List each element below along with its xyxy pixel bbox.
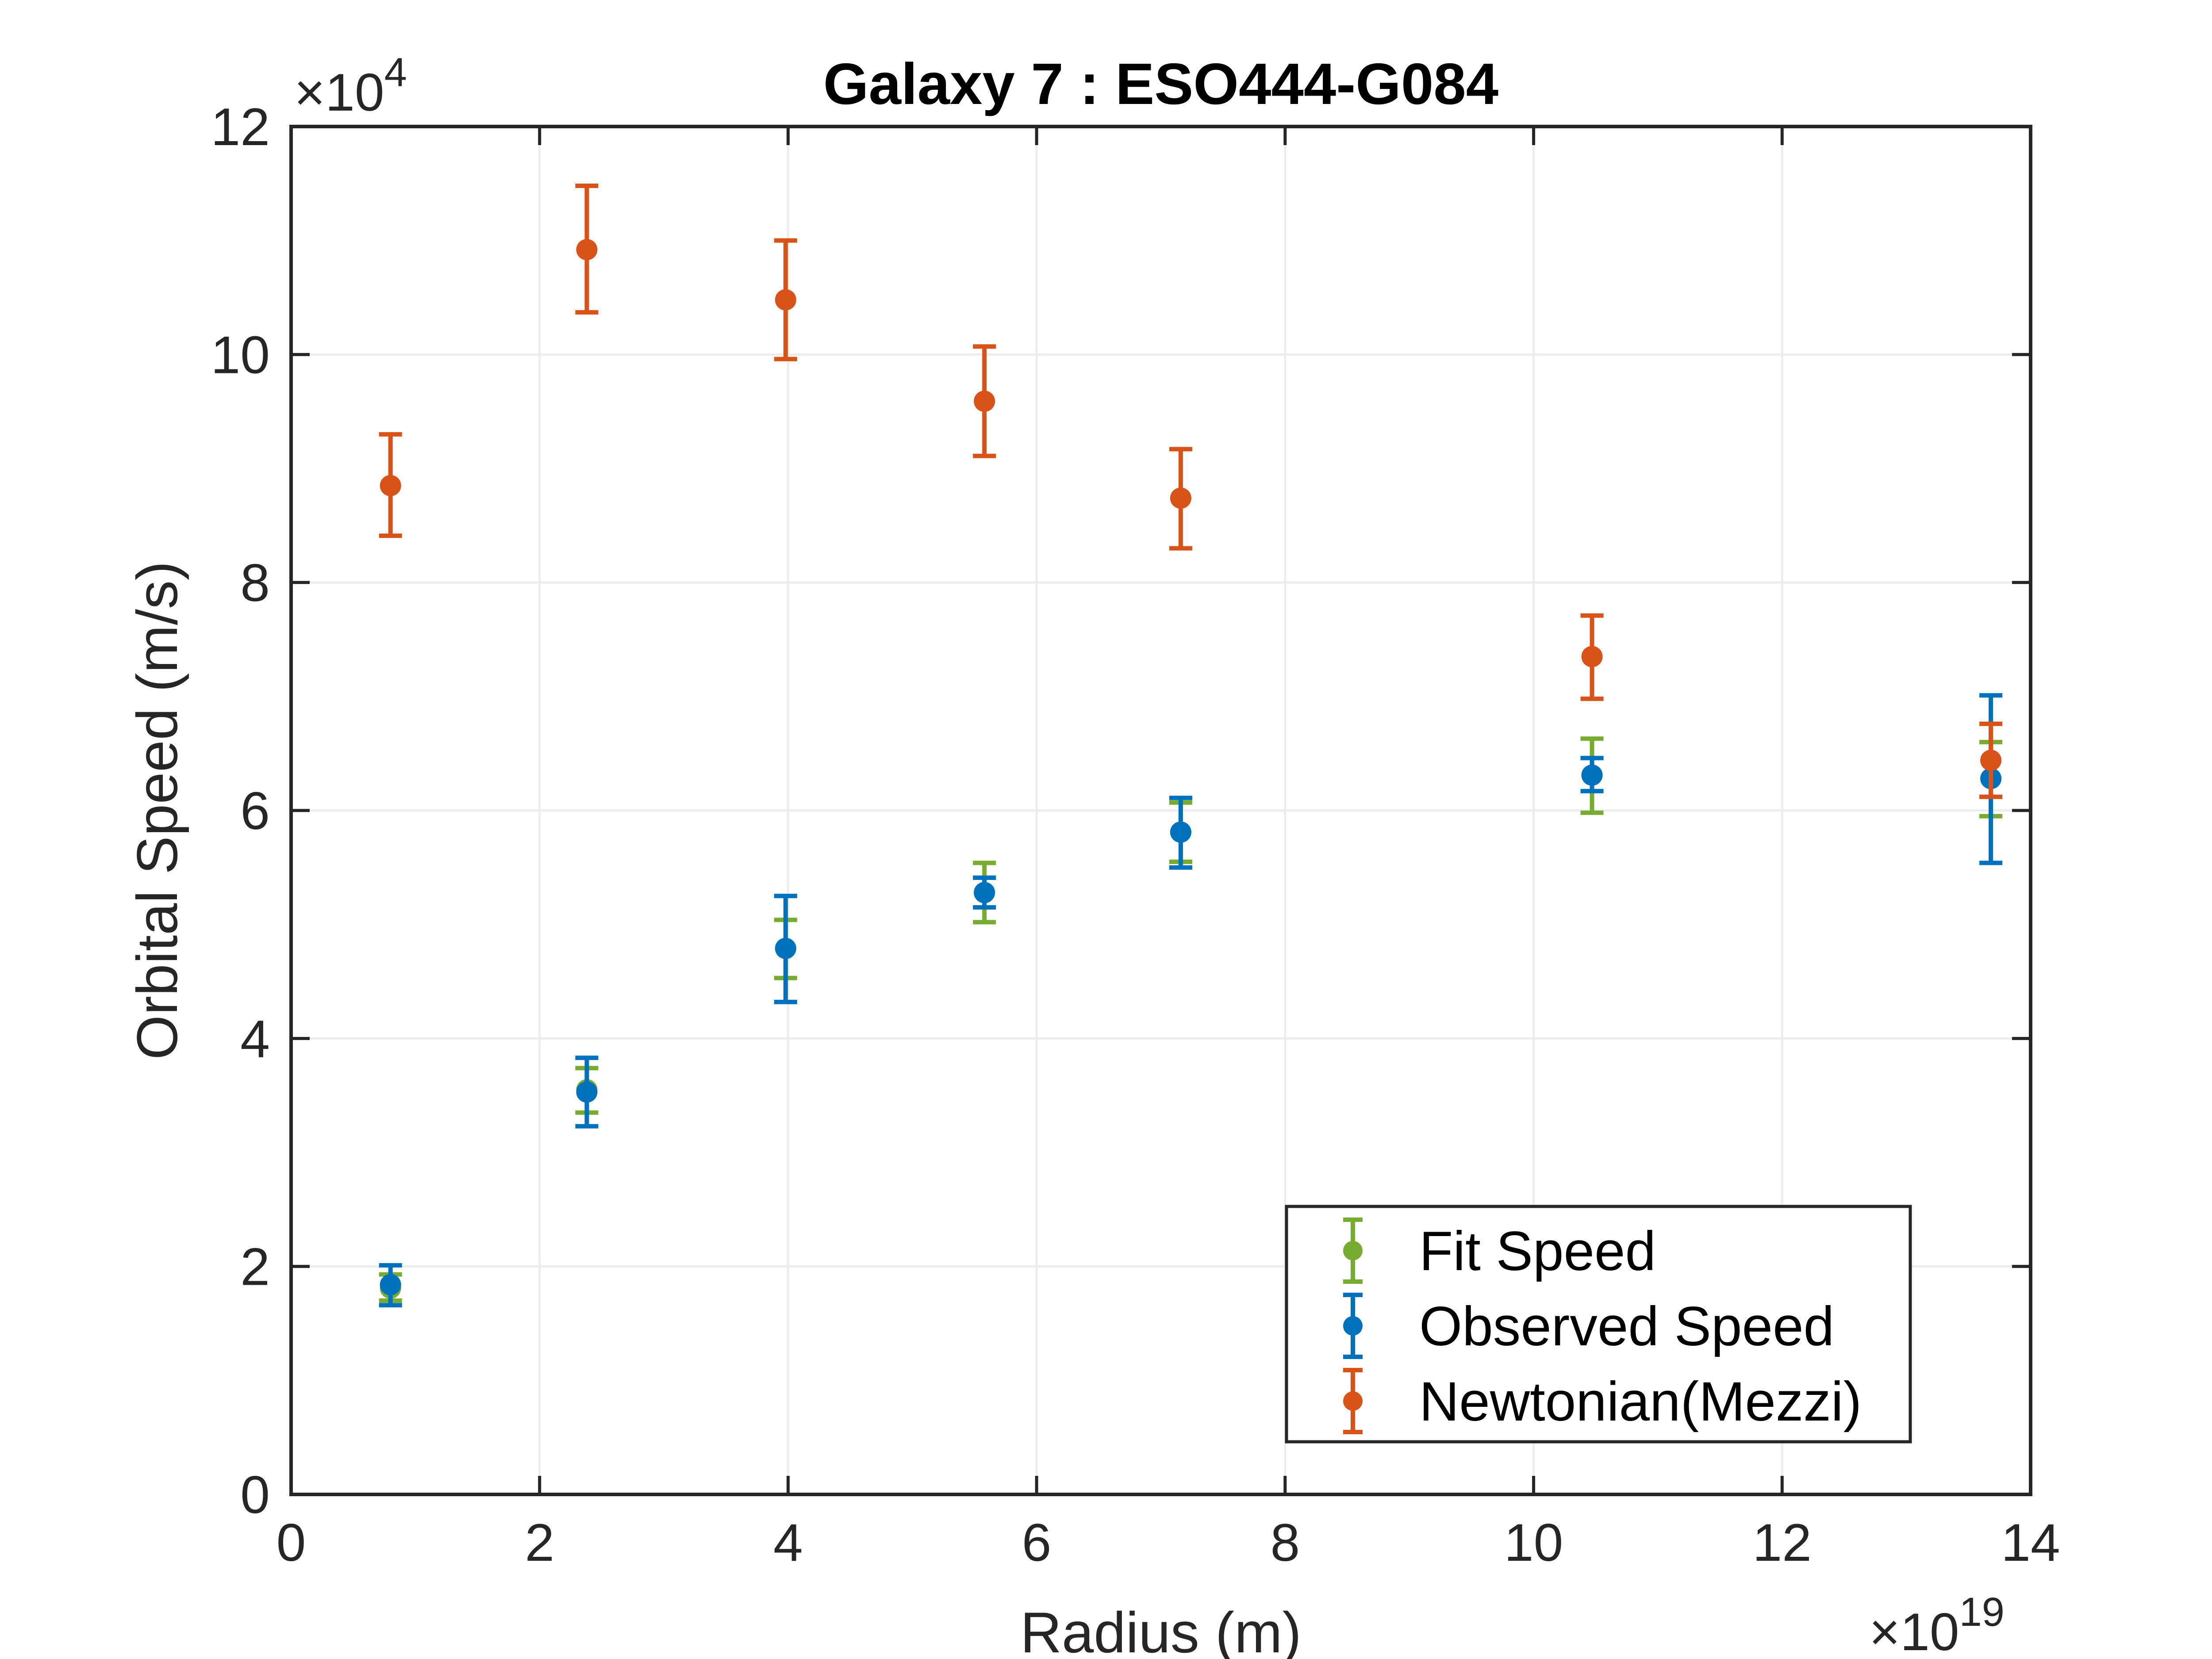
x-tick-label: 4 <box>773 1513 803 1572</box>
legend-marker <box>1343 1241 1363 1260</box>
y-multiplier-base: ×10 <box>294 63 384 122</box>
y-tick-label: 8 <box>240 553 270 613</box>
x-tick-label: 14 <box>2001 1513 2060 1572</box>
data-marker <box>974 882 995 903</box>
legend-item: Observed Speed <box>1343 1293 1834 1359</box>
data-point <box>973 876 996 910</box>
x-tick-label: 12 <box>1753 1513 1812 1572</box>
legend-item: Fit Speed <box>1343 1217 1656 1284</box>
legend-item: Newtonian(Mezzi) <box>1343 1368 1862 1434</box>
data-marker <box>380 1274 401 1295</box>
data-marker <box>775 289 796 311</box>
data-point <box>1979 722 2003 799</box>
y-tick-label: 4 <box>240 1009 270 1068</box>
y-tick-label: 6 <box>240 781 270 841</box>
y-tick-label: 2 <box>240 1237 270 1297</box>
data-marker <box>1581 646 1603 668</box>
x-axis-label: Radius (m) <box>1020 1600 1302 1659</box>
legend-marker <box>1343 1391 1363 1411</box>
data-marker <box>775 937 796 959</box>
data-marker <box>1980 749 2002 771</box>
legend: Fit Speed Observed Speed Newtonian(Mezzi) <box>1285 1205 1912 1444</box>
data-point <box>1580 613 1604 701</box>
data-point <box>379 432 402 538</box>
x-multiplier-exponent: 19 <box>1959 1590 2005 1635</box>
data-marker <box>1170 821 1191 843</box>
x-tick-label: 6 <box>1022 1513 1052 1572</box>
data-point <box>575 1056 599 1129</box>
series-newtonian-mezzi- <box>379 183 2003 799</box>
data-point <box>1169 795 1192 870</box>
tick-labels: 0 2 4 6 8 10 12 14 0 2 4 6 8 10 12 <box>211 97 2060 1572</box>
chart-title: Galaxy 7 : ESO444-G084 <box>823 51 1498 116</box>
data-marker <box>576 239 598 261</box>
y-axis-label: Orbital Speed (m/s) <box>125 561 189 1060</box>
data-marker <box>576 1081 598 1103</box>
data-point <box>774 238 797 361</box>
x-tick-label: 0 <box>276 1513 306 1572</box>
axes-box <box>289 125 2032 1496</box>
legend-marker <box>1343 1316 1363 1336</box>
y-tick-label: 10 <box>211 325 270 384</box>
data-point <box>1169 447 1192 551</box>
legend-label: Newtonian(Mezzi) <box>1419 1371 1862 1432</box>
data-marker <box>380 475 401 496</box>
data-point <box>379 1263 402 1308</box>
legend-box <box>1285 1205 1912 1444</box>
data-marker <box>1170 487 1191 509</box>
x-tick-label: 10 <box>1504 1513 1563 1572</box>
y-axis-multiplier: ×104 <box>294 50 407 122</box>
data-marker <box>974 390 995 412</box>
y-multiplier-exponent: 4 <box>384 50 407 95</box>
data-series <box>379 183 2003 1308</box>
legend-label: Fit Speed <box>1419 1221 1656 1282</box>
x-tick-label: 8 <box>1270 1513 1300 1572</box>
data-point <box>774 894 797 1004</box>
data-point <box>1580 756 1604 794</box>
y-tick-label: 0 <box>240 1465 270 1525</box>
x-tick-label: 2 <box>525 1513 554 1572</box>
series-observed-speed <box>379 693 2003 1308</box>
y-tick-label: 12 <box>211 97 270 157</box>
data-point <box>973 344 996 458</box>
x-multiplier-base: ×10 <box>1869 1602 1959 1659</box>
x-axis-multiplier: ×1019 <box>1869 1590 2005 1659</box>
data-point <box>575 183 599 315</box>
data-marker <box>1581 764 1603 786</box>
legend-label: Observed Speed <box>1419 1296 1834 1357</box>
